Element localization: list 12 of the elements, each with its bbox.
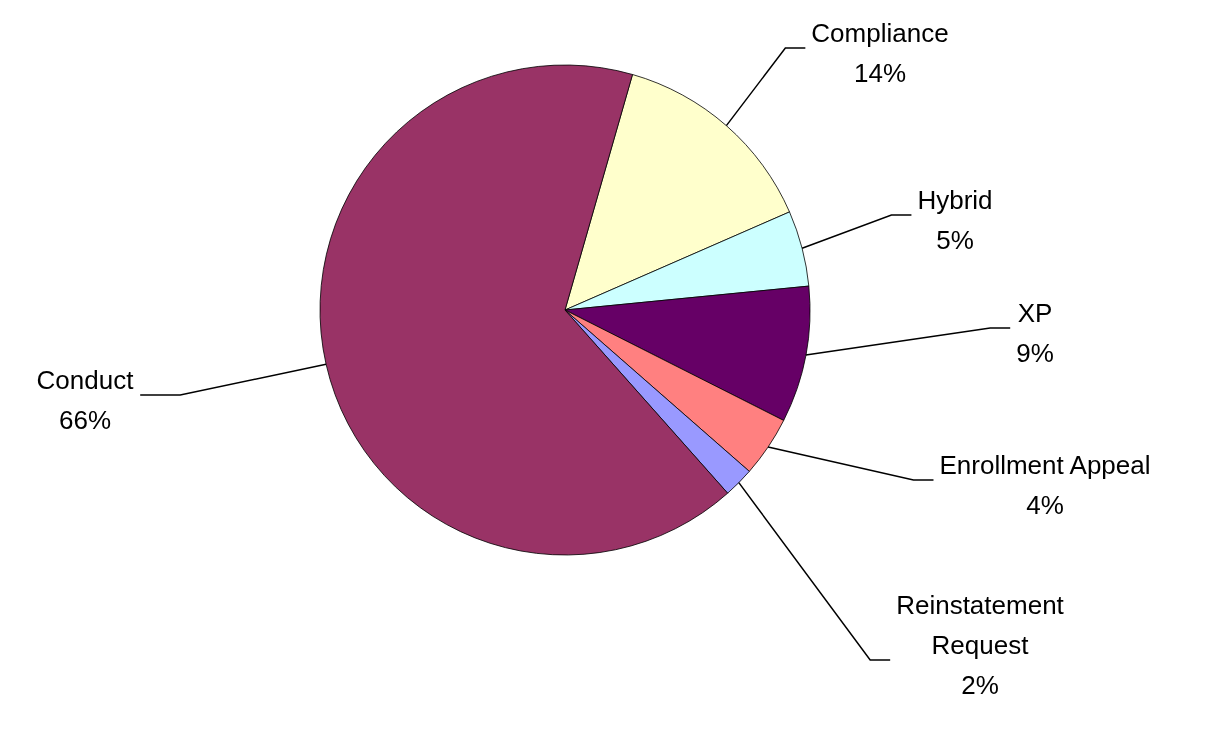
slice-label: Conduct	[36, 365, 135, 395]
data-label: 66%	[58, 405, 112, 435]
slice-label: Enrollment Appeal	[939, 450, 1151, 480]
data-label: 2%	[961, 670, 999, 700]
data-label: 4%	[1026, 490, 1064, 520]
slice-label: Reinstatement Request	[896, 590, 1065, 660]
slice-label: Hybrid	[917, 185, 993, 215]
data-label: 14%	[853, 58, 907, 88]
slice-label: Compliance	[811, 18, 949, 48]
slice-label: XP	[1017, 298, 1053, 328]
data-label: 9%	[1016, 338, 1054, 368]
data-label: 5%	[936, 225, 974, 255]
